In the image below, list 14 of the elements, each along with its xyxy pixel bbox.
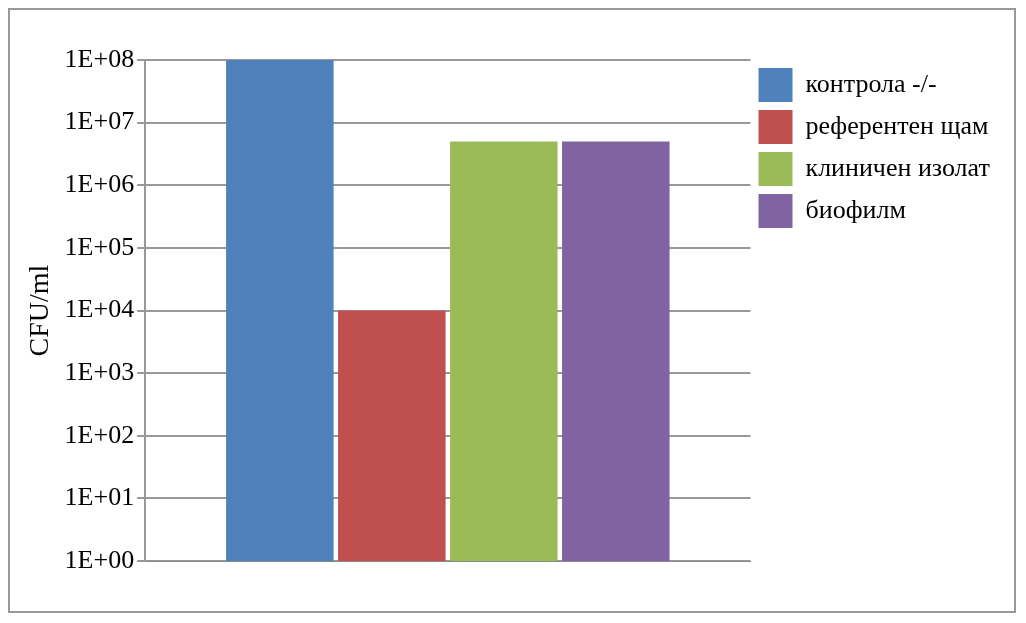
y-tick-label: 1E+01 [64, 482, 135, 512]
legend-label: клиничен изолат [805, 152, 990, 182]
legend-label: контрола -/- [805, 68, 937, 98]
y-tick-label: 1E+07 [64, 106, 135, 136]
y-tick-label: 1E+02 [64, 419, 135, 449]
y-tick-label: 1E+03 [64, 356, 135, 386]
legend-label: биофилм [805, 194, 906, 224]
y-tick-label: 1E+06 [64, 169, 135, 199]
legend-label: референтен щам [805, 110, 989, 140]
y-axis-title: CFU/ml [23, 264, 55, 357]
y-tick-label: 1E+05 [64, 231, 135, 261]
y-tick-label: 1E+00 [64, 544, 135, 574]
y-tick-label: 1E+04 [64, 294, 135, 324]
y-tick-label: 1E+08 [64, 43, 135, 73]
